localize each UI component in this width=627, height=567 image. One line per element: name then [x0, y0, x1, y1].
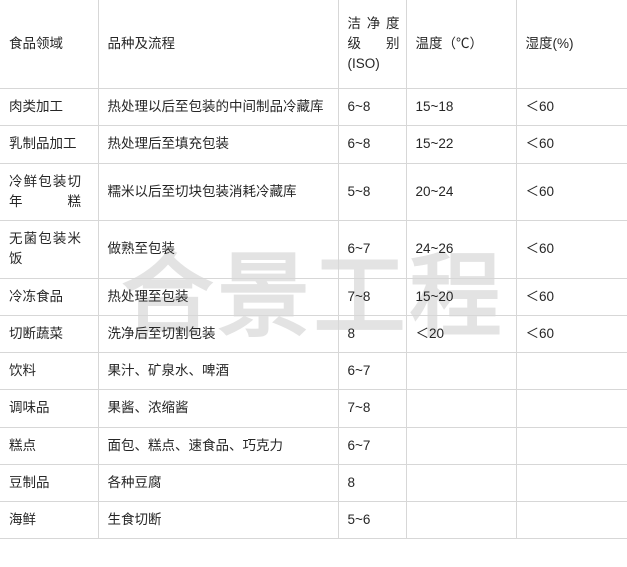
cell-cleanliness: 8: [337, 463, 407, 503]
table-body: 肉类加工 热处理以后至包装的中间制品冷藏库 6~8 15~18 ＜60 乳制品加…: [0, 87, 627, 540]
cell-field: 无菌包装米饭: [0, 220, 99, 279]
cell-process: 洗净后至切割包装: [97, 314, 339, 354]
cell-humidity: ＜60: [515, 125, 627, 164]
table-row: 豆制品 各种豆腐 8: [0, 463, 627, 503]
table-row: 肉类加工 热处理以后至包装的中间制品冷藏库 6~8 15~18 ＜60: [0, 87, 627, 127]
cell-field: 豆制品: [0, 463, 99, 503]
table-row: 冷鲜包装切年糕 糯米以后至切块包装消耗冷藏库 5~8 20~24 ＜60: [0, 162, 627, 221]
cell-field: 冷鲜包装切年糕: [0, 162, 99, 221]
table-row: 海鲜 生食切断 5~6: [0, 500, 627, 540]
cell-humidity: [515, 351, 627, 391]
cell-humidity: ＜60: [515, 162, 627, 221]
food-cleanroom-spec-table: 食品领域 品种及流程 洁 净 度 级 别 (ISO) 温度（℃） 湿度(%) 肉…: [0, 0, 627, 540]
cell-cleanliness: 8: [337, 314, 407, 354]
cell-humidity: [515, 500, 627, 540]
column-header-cleanliness-line1: 洁 净 度: [347, 15, 400, 31]
table-container: 食品领域 品种及流程 洁 净 度 级 别 (ISO) 温度（℃） 湿度(%) 肉…: [0, 0, 627, 540]
table-row: 无菌包装米饭 做熟至包装 6~7 24~26 ＜60: [0, 220, 627, 279]
cell-field: 糕点: [0, 426, 99, 465]
cell-process: 面包、糕点、速食品、巧克力: [97, 426, 339, 465]
cell-cleanliness: 7~8: [337, 389, 407, 428]
cell-cleanliness: 6~8: [337, 125, 407, 164]
cell-process: 做熟至包装: [97, 220, 339, 279]
cell-humidity: ＜60: [515, 277, 627, 316]
cell-process: 生食切断: [97, 500, 339, 540]
cell-temperature: [405, 426, 517, 465]
table-row: 调味品 果酱、浓缩酱 7~8: [0, 389, 627, 428]
column-header-process: 品种及流程: [97, 0, 339, 89]
cell-process: 果酱、浓缩酱: [97, 389, 339, 428]
cell-temperature: 15~20: [405, 277, 517, 316]
cell-field-text: 无菌包装米饭: [9, 231, 81, 267]
cell-cleanliness: 5~8: [337, 162, 407, 221]
cell-temperature: 20~24: [405, 162, 517, 221]
cell-temperature: 15~18: [405, 87, 517, 127]
cell-cleanliness: 7~8: [337, 277, 407, 316]
cell-humidity: [515, 426, 627, 465]
cell-process: 热处理后至填充包装: [97, 125, 339, 164]
cell-humidity: ＜60: [515, 87, 627, 127]
cell-field: 饮料: [0, 351, 99, 391]
cell-field: 冷冻食品: [0, 277, 99, 316]
cell-field: 乳制品加工: [0, 125, 99, 164]
cell-humidity: ＜60: [515, 220, 627, 279]
column-header-humidity: 湿度(%): [515, 0, 627, 89]
column-header-temperature: 温度（℃）: [405, 0, 517, 89]
table-row: 糕点 面包、糕点、速食品、巧克力 6~7: [0, 426, 627, 465]
cell-process: 热处理至包装: [97, 277, 339, 316]
cell-temperature: [405, 500, 517, 540]
cell-humidity: [515, 389, 627, 428]
column-header-cleanliness: 洁 净 度 级 别 (ISO): [337, 0, 407, 89]
cell-humidity: ＜60: [515, 314, 627, 354]
cell-temperature: [405, 463, 517, 503]
table-header: 食品领域 品种及流程 洁 净 度 级 别 (ISO) 温度（℃） 湿度(%): [0, 0, 627, 89]
cell-field: 调味品: [0, 389, 99, 428]
cell-process: 糯米以后至切块包装消耗冷藏库: [97, 162, 339, 221]
table-header-row: 食品领域 品种及流程 洁 净 度 级 别 (ISO) 温度（℃） 湿度(%): [0, 0, 627, 89]
cell-cleanliness: 6~7: [337, 220, 407, 279]
cell-process: 各种豆腐: [97, 463, 339, 503]
cell-field: 海鲜: [0, 500, 99, 540]
cell-temperature: [405, 351, 517, 391]
cell-process: 热处理以后至包装的中间制品冷藏库: [97, 87, 339, 127]
cell-temperature: 15~22: [405, 125, 517, 164]
column-header-field: 食品领域: [0, 0, 99, 89]
table-row: 冷冻食品 热处理至包装 7~8 15~20 ＜60: [0, 277, 627, 316]
column-header-cleanliness-line3: (ISO): [347, 56, 380, 72]
cell-temperature: 24~26: [405, 220, 517, 279]
cell-temperature: ＜20: [405, 314, 517, 354]
cell-cleanliness: 6~8: [337, 87, 407, 127]
cell-field-text: 冷鲜包装切年糕: [9, 173, 81, 209]
cell-cleanliness: 6~7: [337, 351, 407, 391]
cell-field: 肉类加工: [0, 87, 99, 127]
cell-humidity: [515, 463, 627, 503]
cell-cleanliness: 6~7: [337, 426, 407, 465]
cell-process: 果汁、矿泉水、啤酒: [97, 351, 339, 391]
cell-temperature: [405, 389, 517, 428]
cell-field: 切断蔬菜: [0, 314, 99, 354]
table-row: 切断蔬菜 洗净后至切割包装 8 ＜20 ＜60: [0, 314, 627, 354]
table-row: 乳制品加工 热处理后至填充包装 6~8 15~22 ＜60: [0, 125, 627, 164]
column-header-cleanliness-line2: 级 别: [347, 35, 400, 51]
table-row: 饮料 果汁、矿泉水、啤酒 6~7: [0, 351, 627, 391]
cell-cleanliness: 5~6: [337, 500, 407, 540]
